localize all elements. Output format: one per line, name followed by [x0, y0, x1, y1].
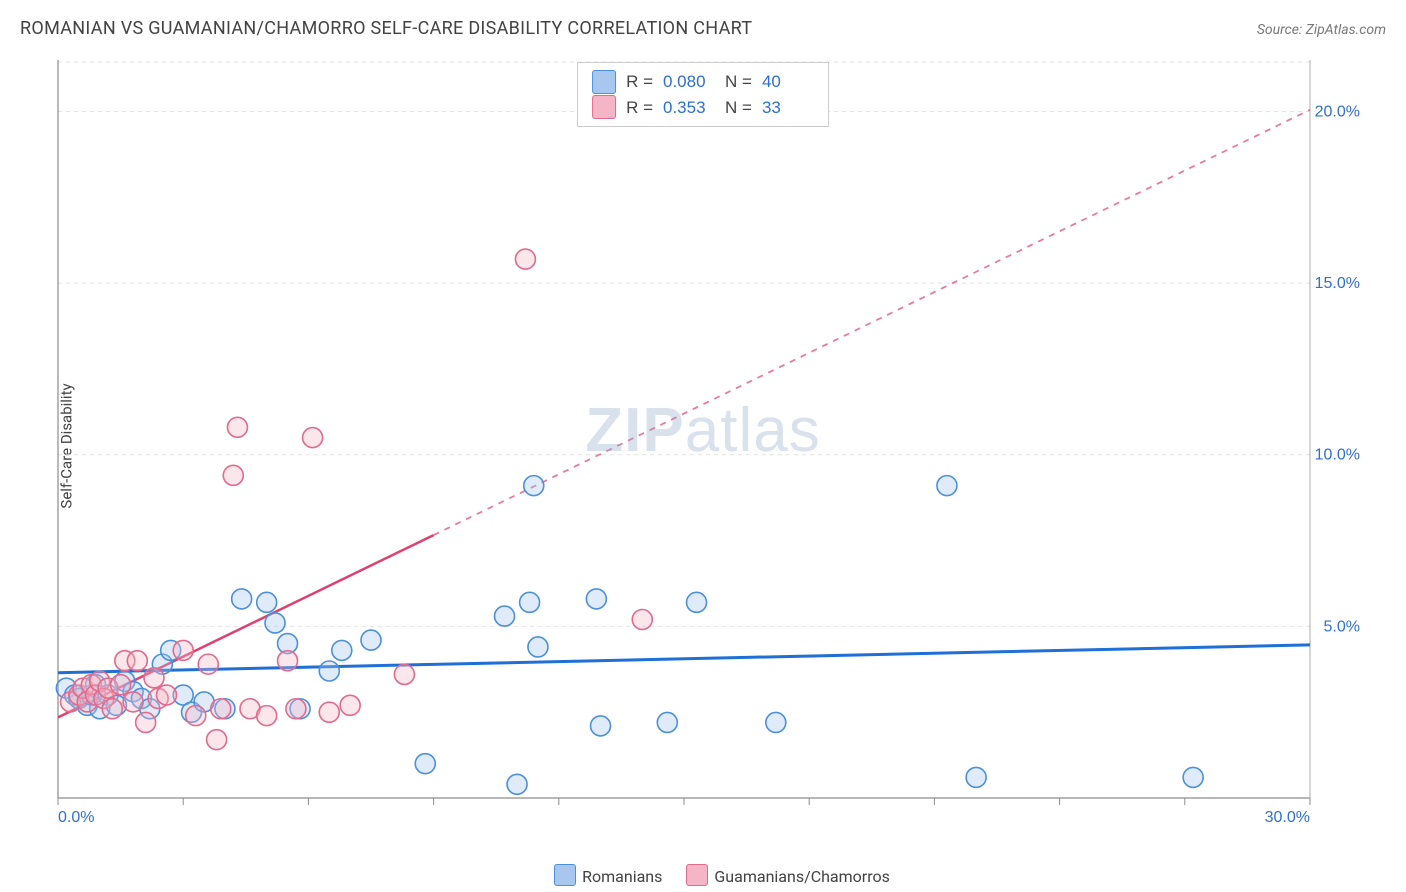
stat-r-label: R =: [626, 95, 653, 121]
svg-text:30.0%: 30.0%: [1265, 809, 1310, 826]
stat-n-label: N =: [725, 69, 752, 95]
legend-swatch: [554, 864, 576, 886]
stat-r-value: 0.080: [663, 69, 715, 95]
stats-legend-row: R = 0.353 N = 33: [592, 95, 814, 121]
stat-n-value: 40: [762, 69, 814, 95]
series-legend: Romanians Guamanians/Chamorros: [50, 864, 1370, 886]
legend-label: Guamanians/Chamorros: [714, 867, 889, 886]
stat-r-label: R =: [626, 69, 653, 95]
legend-label: Romanians: [582, 867, 662, 886]
source-label: Source: ZipAtlas.com: [1257, 22, 1386, 38]
svg-text:5.0%: 5.0%: [1324, 618, 1360, 635]
title-row: ROMANIAN VS GUAMANIAN/CHAMORRO SELF-CARE…: [20, 18, 1386, 39]
stat-n-label: N =: [725, 95, 752, 121]
legend-swatch: [592, 70, 616, 94]
svg-text:0.0%: 0.0%: [58, 809, 94, 826]
legend-swatch: [686, 864, 708, 886]
stat-n-value: 33: [762, 95, 814, 121]
scatter-plot: 0.0% 30.0% 5.0% 10.0% 15.0% 20.0%: [50, 58, 1370, 828]
svg-text:20.0%: 20.0%: [1315, 103, 1360, 120]
stats-legend-row: R = 0.080 N = 40: [592, 69, 814, 95]
svg-text:15.0%: 15.0%: [1315, 275, 1360, 292]
stats-legend: R = 0.080 N = 40 R = 0.353 N = 33: [577, 62, 829, 127]
svg-text:10.0%: 10.0%: [1315, 447, 1360, 464]
legend-swatch: [592, 95, 616, 119]
chart-title: ROMANIAN VS GUAMANIAN/CHAMORRO SELF-CARE…: [20, 18, 752, 39]
stat-r-value: 0.353: [663, 95, 715, 121]
